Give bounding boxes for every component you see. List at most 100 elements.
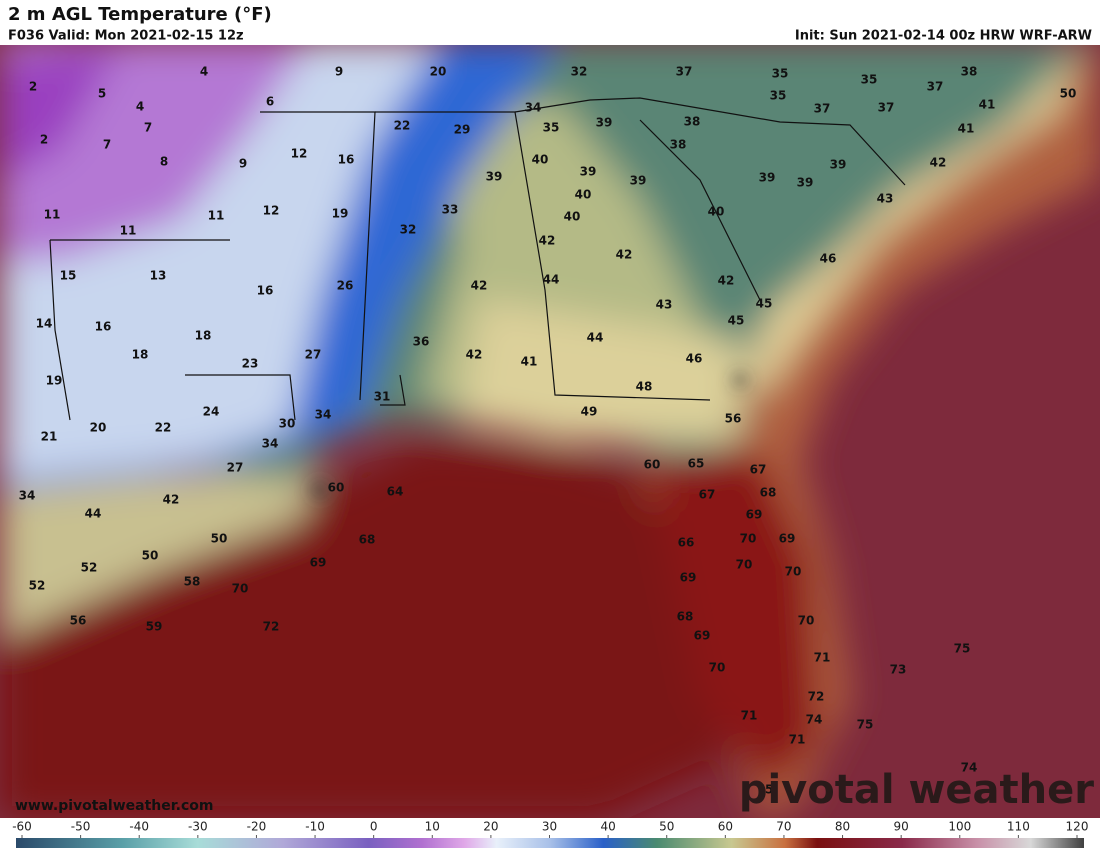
temperature-label: 35	[543, 121, 560, 135]
temperature-label: 22	[394, 119, 411, 133]
temperature-label: 34	[262, 437, 279, 451]
map-background	[0, 45, 1100, 818]
temperature-label: 27	[305, 348, 322, 362]
colorbar-tick-label: 110	[1007, 820, 1030, 834]
temperature-label: 70	[785, 565, 802, 579]
colorbar-ticks: -60 -50 -40 -30 -20 -10 0 10 20 30 40 50 60 70 80 90 100…	[12, 820, 1088, 838]
temperature-label: 34	[315, 408, 332, 422]
temperature-label: 4	[200, 65, 208, 79]
temperature-label: 16	[338, 153, 355, 167]
temperature-label: 52	[29, 579, 46, 593]
header-band	[0, 0, 1100, 45]
temperature-label: 70	[232, 582, 249, 596]
temperature-label: 22	[155, 421, 172, 435]
state-borders	[49, 97, 906, 421]
colorbar-tick-label: 50	[659, 820, 674, 834]
temperature-label: 40	[564, 210, 581, 224]
colorbar-tick-label: 10	[425, 820, 440, 834]
colorbar-tick-label: 0	[370, 820, 378, 834]
border	[639, 119, 761, 301]
temperature-label: 20	[430, 65, 447, 79]
logo: pivotal weather	[739, 767, 1094, 813]
temperature-label: 39	[486, 170, 503, 184]
colorbar-tick-label: 90	[894, 820, 909, 834]
temperature-label: 50	[1060, 87, 1077, 101]
temperature-label: 39	[830, 158, 847, 172]
temperature-label: 12	[291, 147, 308, 161]
temperature-label: 39	[580, 165, 597, 179]
temperature-label: 42	[471, 279, 488, 293]
init-time: Init: Sun 2021-02-14 00z HRW WRF-ARW	[795, 29, 1092, 44]
temperature-label: 40	[575, 188, 592, 202]
temperature-label: 32	[571, 65, 588, 79]
temperature-label: 16	[95, 320, 112, 334]
temperature-label: 71	[741, 709, 758, 723]
temperature-label: 39	[759, 171, 776, 185]
temperature-label: 9	[335, 65, 343, 79]
temperature-label: 37	[676, 65, 693, 79]
temperature-label: 2	[29, 80, 37, 94]
temperature-label: 60	[644, 458, 661, 472]
border	[375, 111, 711, 401]
temperature-label: 46	[820, 252, 837, 266]
temperature-label: 42	[616, 248, 633, 262]
coast-shade	[310, 372, 748, 500]
temperature-label: 44	[587, 331, 604, 345]
temperature-label: 6	[266, 95, 274, 109]
temperature-label: 67	[699, 488, 716, 502]
temperature-label: 56	[70, 614, 87, 628]
temperature-label: 43	[656, 298, 673, 312]
colorbar-tick-label: -60	[12, 820, 32, 834]
temperature-label: 38	[684, 115, 701, 129]
colorbar-tick-label: 100	[948, 820, 971, 834]
temperature-label: 52	[81, 561, 98, 575]
temperature-label: 50	[211, 532, 228, 546]
temperature-label: 37	[878, 101, 895, 115]
temperature-label: 69	[779, 532, 796, 546]
temperature-label: 16	[257, 284, 274, 298]
temperature-label: 69	[694, 629, 711, 643]
temperature-label: 49	[581, 405, 598, 419]
temperature-label: 5	[98, 87, 106, 101]
temperature-label: 7	[144, 121, 152, 135]
temperature-label: 37	[814, 102, 831, 116]
colorbar-tick-label: -20	[247, 820, 267, 834]
temperature-label: 23	[242, 357, 259, 371]
temperature-label: 59	[146, 620, 163, 634]
temperature-label: 35	[772, 67, 789, 81]
temperature-label: 72	[263, 620, 280, 634]
colorbar-tick-label: 70	[776, 820, 791, 834]
temperature-label: 66	[678, 536, 695, 550]
temperature-label: 65	[688, 457, 705, 471]
temperature-label: 42	[718, 274, 735, 288]
temperature-label: 46	[686, 352, 703, 366]
temperature-label: 36	[413, 335, 430, 349]
temperature-label: 68	[760, 486, 777, 500]
temperature-label: 70	[736, 558, 753, 572]
temperature-label: 68	[359, 533, 376, 547]
temperature-label: 18	[195, 329, 212, 343]
temperature-label: 37	[927, 80, 944, 94]
temperature-label: 41	[958, 122, 975, 136]
temperature-label: 71	[789, 733, 806, 747]
colorbar-tick-label: 60	[718, 820, 733, 834]
temperature-label: 19	[332, 207, 349, 221]
temperature-label: 74	[806, 713, 823, 727]
temperature-label: 35	[770, 89, 787, 103]
temperature-label: 38	[961, 65, 978, 79]
colorbar-tick-label: 30	[542, 820, 557, 834]
temperature-label: 19	[46, 374, 63, 388]
temperature-label: 58	[184, 575, 201, 589]
border	[380, 374, 406, 406]
temperature-label: 44	[85, 507, 102, 521]
temperature-label: 42	[539, 234, 556, 248]
temperature-label: 39	[797, 176, 814, 190]
temperature-label: 29	[454, 123, 471, 137]
temperature-label: 71	[814, 651, 831, 665]
temperature-label: 26	[337, 279, 354, 293]
temperature-label: 74	[961, 761, 978, 775]
temperature-label: 43	[877, 192, 894, 206]
temperature-label: 21	[41, 430, 58, 444]
